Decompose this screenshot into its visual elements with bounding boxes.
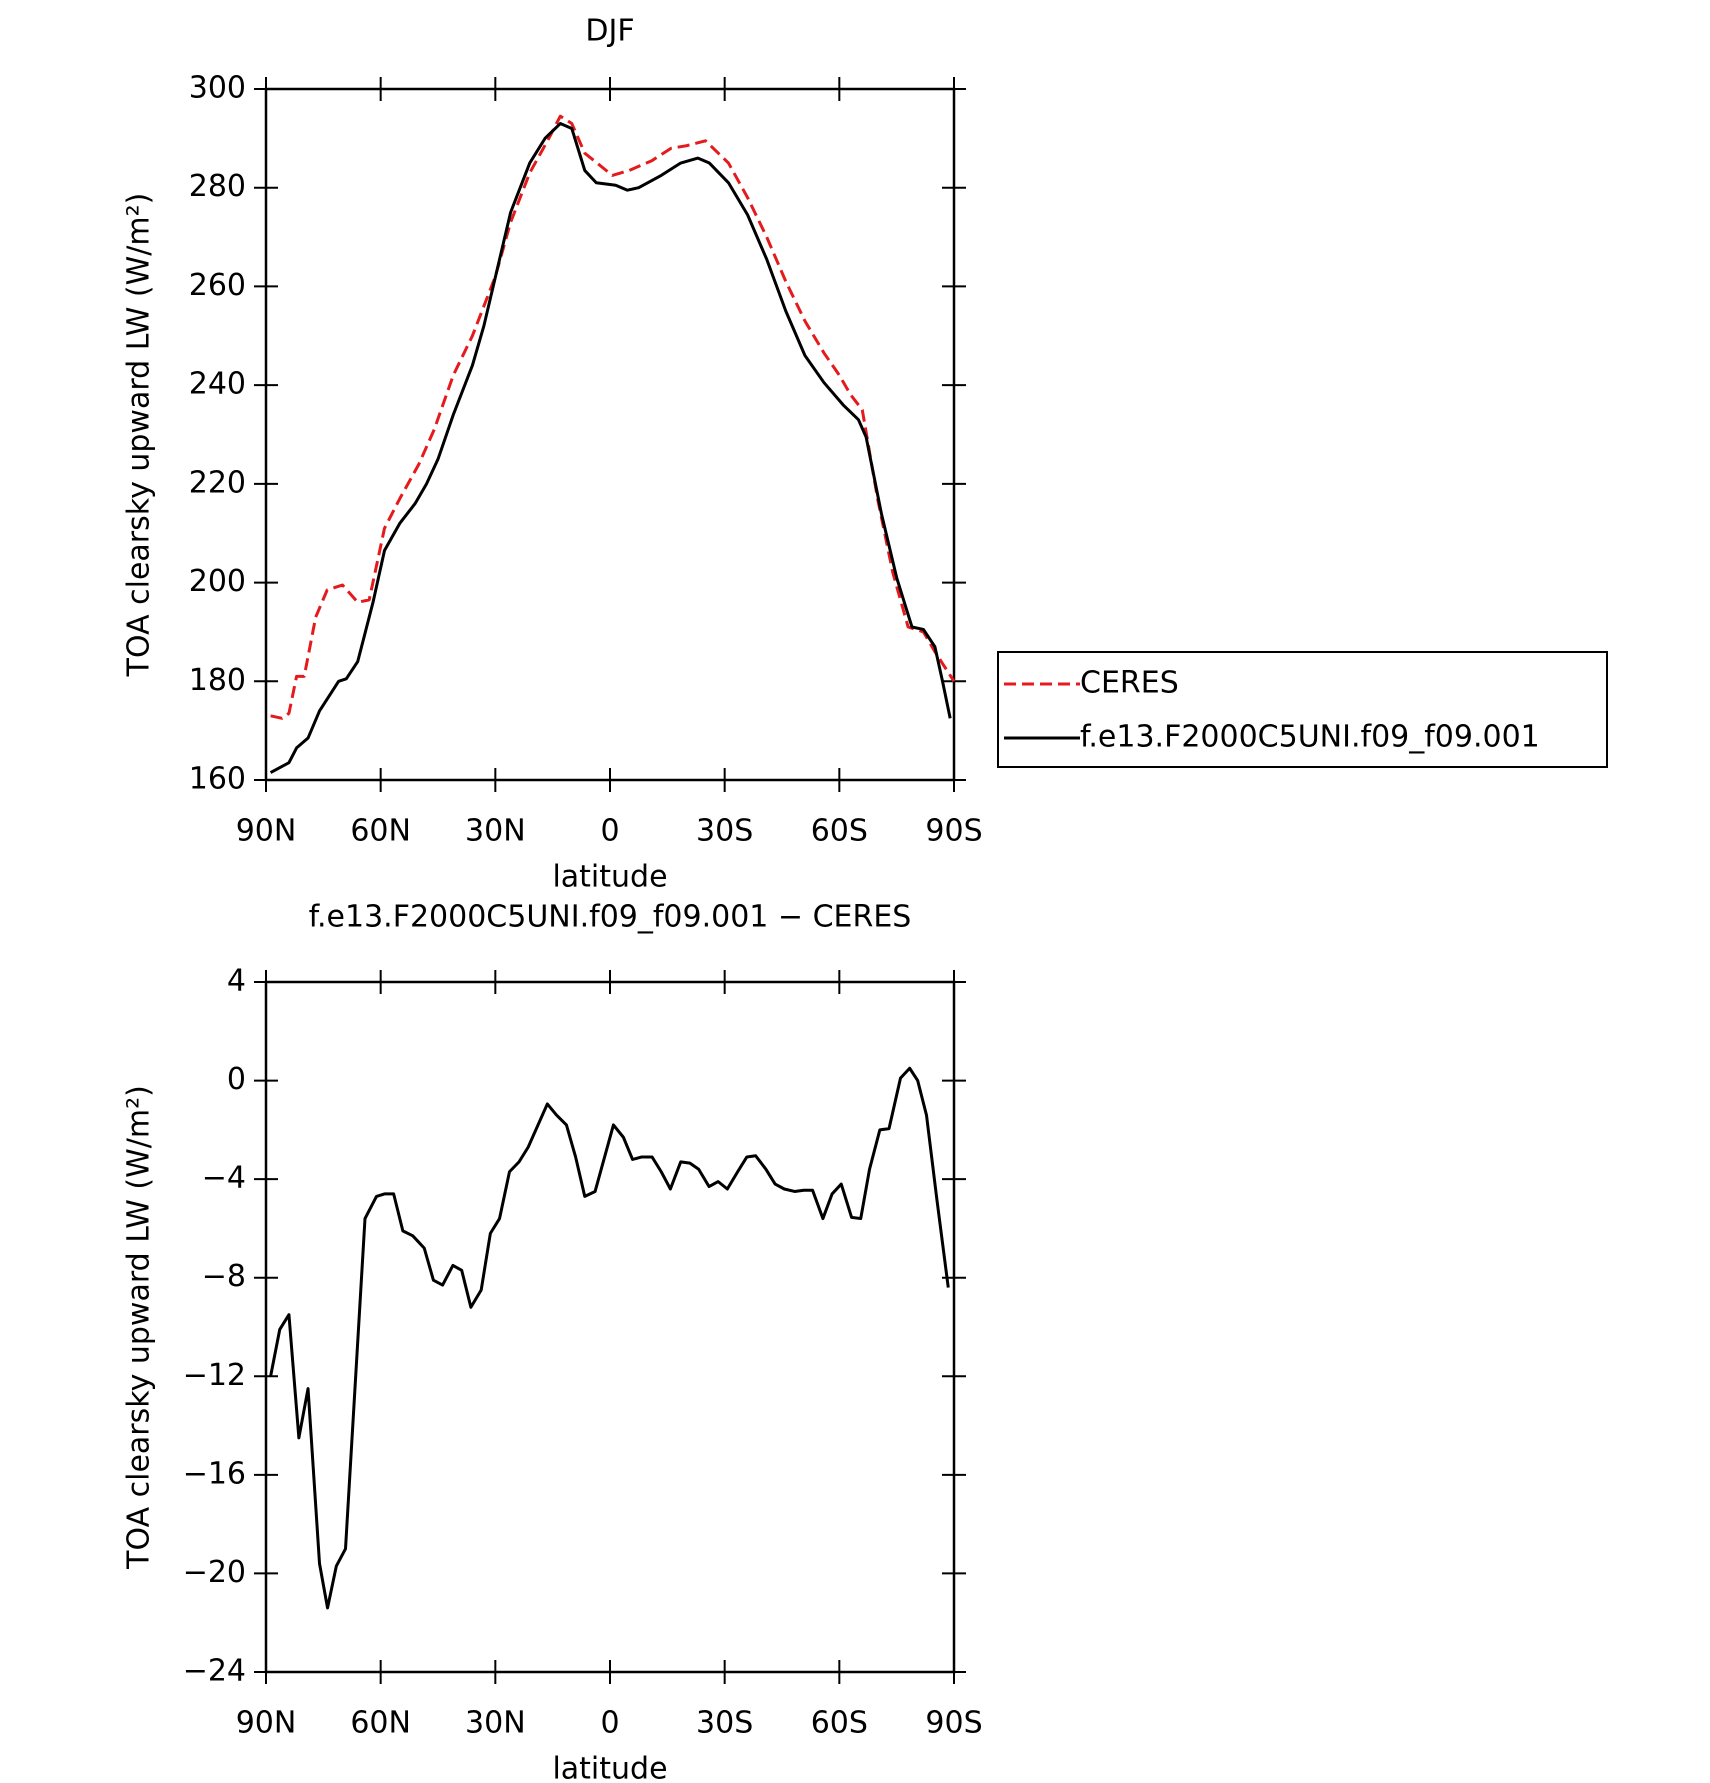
chart-title: f.e13.F2000C5UNI.f09_f09.001 − CERES	[309, 900, 912, 935]
x-tick-label: 60S	[811, 814, 868, 849]
plot-frame	[264, 87, 956, 782]
x-tick-label: 30S	[696, 814, 753, 849]
x-tick-label: 90S	[925, 814, 982, 849]
y-tick-label: −8	[202, 1259, 246, 1294]
y-tick-label: −16	[183, 1456, 246, 1491]
x-tick-label: 60N	[350, 1706, 411, 1741]
y-tick-label: 280	[189, 169, 246, 204]
x-axis-label: latitude	[552, 1752, 667, 1783]
y-tick-label: −12	[183, 1358, 246, 1393]
x-tick-label: 0	[600, 1706, 619, 1741]
x-tick-label: 90N	[236, 814, 297, 849]
y-tick-label: 240	[189, 367, 246, 402]
series-line	[269, 122, 952, 774]
plot-frame	[264, 980, 956, 1674]
x-tick-label: 30N	[465, 814, 526, 849]
y-tick-label: 160	[189, 762, 246, 797]
legend-label: f.e13.F2000C5UNI.f09_f09.001	[1080, 720, 1540, 755]
y-tick-label: 180	[189, 663, 246, 698]
y-tick-label: 200	[189, 564, 246, 599]
legend-label: CERES	[1080, 666, 1179, 701]
chart-title: DJF	[585, 14, 634, 49]
y-tick-label: −20	[183, 1555, 246, 1590]
y-tick-label: 4	[227, 964, 246, 999]
y-tick-label: −24	[183, 1654, 246, 1689]
y-tick-label: 300	[189, 71, 246, 106]
x-tick-label: 60N	[350, 814, 411, 849]
x-tick-label: 90S	[925, 1706, 982, 1741]
x-tick-label: 60S	[811, 1706, 868, 1741]
legend-box	[997, 651, 1608, 768]
series-line	[269, 1066, 950, 1610]
x-tick-label: 90N	[236, 1706, 297, 1741]
x-tick-label: 0	[600, 814, 619, 849]
y-tick-label: 0	[227, 1062, 246, 1097]
y-tick-label: 220	[189, 465, 246, 500]
y-axis-label: TOA clearsky upward LW (W/m²)	[122, 1085, 157, 1570]
series-line	[270, 114, 956, 720]
y-tick-label: −4	[202, 1161, 246, 1196]
x-tick-label: 30S	[696, 1706, 753, 1741]
y-axis-label: TOA clearsky upward LW (W/m²)	[122, 193, 157, 678]
x-axis-label: latitude	[552, 860, 667, 895]
y-tick-label: 260	[189, 268, 246, 303]
x-tick-label: 30N	[465, 1706, 526, 1741]
